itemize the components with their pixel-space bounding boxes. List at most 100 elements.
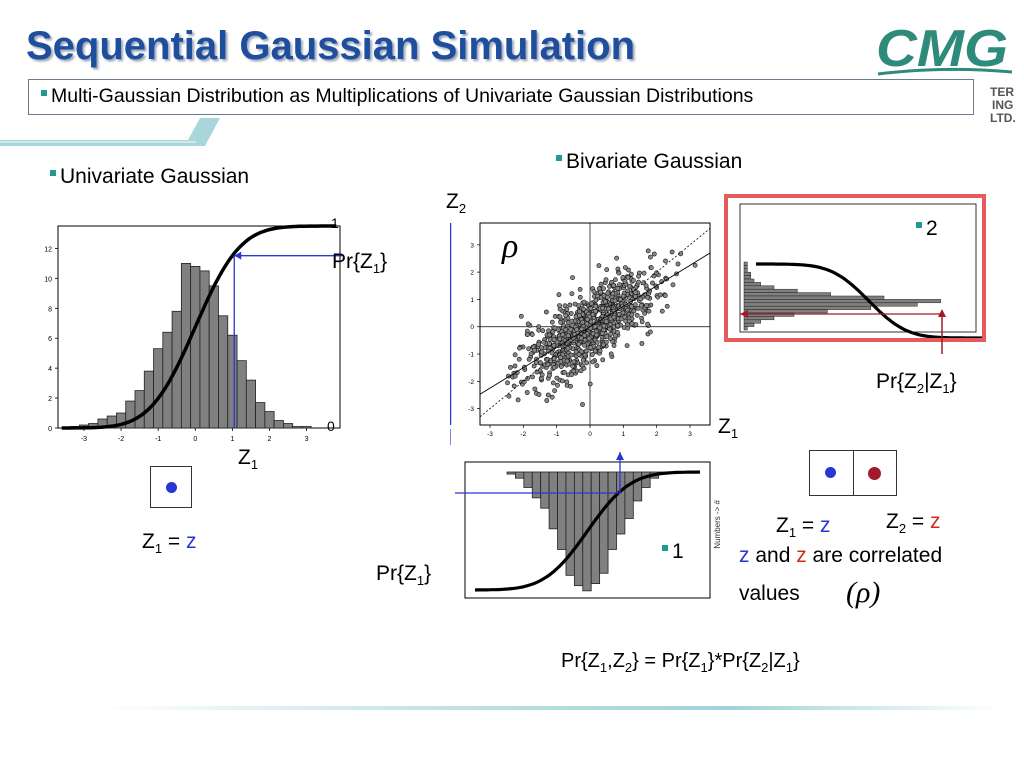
- right-pr-mid: |Z: [924, 370, 943, 393]
- subtitle-box: Multi-Gaussian Distribution as Multiplic…: [28, 79, 974, 115]
- node-dot-red: [868, 467, 881, 480]
- histogram-bar: [283, 423, 294, 429]
- x-tick-label: 1: [622, 431, 626, 438]
- scatter-point: [634, 312, 640, 318]
- histogram-bar: [292, 426, 303, 429]
- scatter-point: [554, 375, 560, 381]
- rotated-bar: [616, 471, 626, 535]
- scatter-point: [512, 373, 518, 379]
- scatter-point: [616, 270, 622, 276]
- scatter-point: [595, 293, 600, 299]
- scatter-point: [525, 321, 531, 327]
- scatter-point: [596, 263, 602, 269]
- scatter-point: [617, 297, 623, 302]
- y-tick-label: 10: [44, 276, 52, 283]
- rotated-bar: [506, 471, 516, 475]
- scatter-point: [638, 302, 644, 308]
- scatter-point: [564, 306, 570, 312]
- scatter-point: [580, 402, 585, 407]
- scatter-point: [629, 304, 634, 309]
- scatter-point: [588, 306, 594, 311]
- z1-axis-label: Z1: [718, 415, 738, 441]
- x-tick-label: 3: [305, 436, 309, 443]
- f-s4: 2: [761, 660, 769, 675]
- x-tick-label: -2: [520, 431, 526, 438]
- scatter-point: [516, 356, 522, 362]
- y-tick-label: 0: [470, 324, 474, 331]
- scatter-point: [521, 379, 527, 385]
- scatter-point: [551, 337, 557, 342]
- rotated-cdf-chart: [455, 452, 711, 599]
- scatter-point: [669, 249, 675, 255]
- scatter-point: [582, 342, 587, 348]
- scatter-point: [615, 286, 621, 291]
- svg-text:LTD.: LTD.: [990, 111, 1016, 125]
- scatter-point: [593, 297, 599, 303]
- scatter-point: [571, 359, 577, 365]
- x-tick-label: -1: [554, 431, 560, 438]
- f-s5: 1: [785, 660, 794, 675]
- node-dot-blue: [825, 467, 836, 478]
- scatter-point: [615, 323, 621, 328]
- scatter-point: [564, 379, 570, 385]
- left-eq-mid: =: [162, 530, 186, 553]
- diagonal-line: [479, 228, 711, 418]
- y-tick-label: 0: [48, 426, 52, 433]
- scatter-point: [580, 357, 586, 363]
- right-eq2-mid: =: [906, 510, 930, 533]
- cmg-logo: CMG TER ING LTD.: [876, 20, 1016, 125]
- scatter-point: [506, 393, 512, 399]
- scatter-point: [592, 324, 598, 329]
- scatter-point: [633, 290, 638, 295]
- z1-sub: 1: [730, 426, 739, 442]
- scatter-point: [624, 343, 630, 348]
- conditional-bar: [743, 285, 775, 290]
- conditional-frame: [724, 194, 986, 342]
- scatter-point: [630, 278, 636, 283]
- scatter-point: [612, 298, 618, 304]
- scatter-point: [608, 331, 613, 337]
- scatter-point: [602, 299, 608, 305]
- scatter-point: [584, 321, 590, 327]
- scatter-point: [594, 363, 600, 369]
- histogram-bar: [273, 420, 284, 429]
- scatter-point: [622, 279, 628, 284]
- scatter-point: [664, 303, 670, 309]
- scatter-point: [552, 388, 557, 394]
- scatter-point: [625, 274, 631, 280]
- scatter-point: [563, 327, 568, 333]
- scatter-point: [631, 308, 637, 314]
- scatter-point: [568, 383, 573, 389]
- rotated-bar: [548, 471, 558, 530]
- left-eq-z: Z: [142, 530, 155, 553]
- scatter-point: [647, 254, 653, 260]
- scatter-point: [629, 312, 635, 318]
- bullet-icon: [662, 545, 668, 552]
- f-p6: }: [793, 650, 800, 672]
- scatter-point: [536, 327, 542, 333]
- x-tick-label: 0: [588, 431, 592, 438]
- correlation-values: values: [739, 582, 800, 605]
- scatter-point: [692, 262, 698, 268]
- conditional-bar: [743, 309, 828, 314]
- f-p5: |Z: [768, 650, 786, 672]
- scatter-point: [636, 273, 641, 279]
- scatter-point: [611, 283, 616, 288]
- right-pr-close: }: [949, 370, 957, 393]
- subtitle: Multi-Gaussian Distribution as Multiplic…: [29, 85, 753, 108]
- page-title: Sequential Gaussian Simulation: [26, 24, 636, 68]
- scatter-point: [657, 292, 663, 298]
- scatter-point: [528, 351, 534, 357]
- scatter-point: [633, 322, 639, 327]
- middle-pr-label: Pr{Z1}: [376, 562, 431, 588]
- scatter-point: [539, 372, 545, 378]
- scatter-point: [533, 360, 539, 365]
- scatter-point: [576, 341, 582, 347]
- y-tick-label: 6: [48, 336, 52, 343]
- conditional-bar: [743, 261, 748, 266]
- scatter-point: [592, 348, 598, 354]
- scatter-point: [608, 351, 614, 357]
- scatter-point: [511, 383, 517, 389]
- conditional-chart: [739, 203, 982, 338]
- conditional-cdf-curve: [756, 262, 982, 338]
